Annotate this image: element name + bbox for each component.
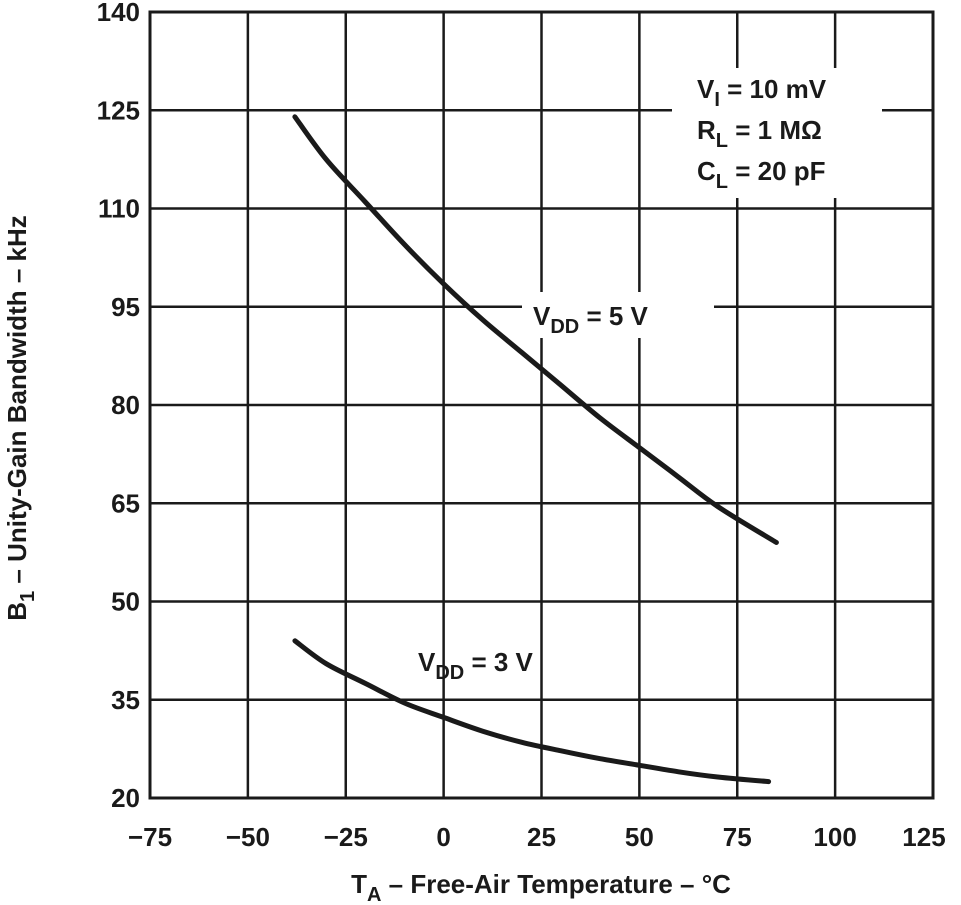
x-tick-label: 75	[723, 822, 752, 852]
x-tick-label: 0	[436, 822, 450, 852]
condition-cl: CL = 20 pF	[697, 156, 826, 193]
condition-rl: RL = 1 MΩ	[697, 115, 822, 152]
x-tick-label: 100	[813, 822, 856, 852]
y-ticks: 20 35 50 65 80 95 110 125 140	[97, 0, 140, 813]
y-tick-label: 35	[111, 685, 140, 715]
conditions-mask	[672, 68, 882, 198]
x-axis-title: TA – Free-Air Temperature – °C	[351, 869, 731, 905]
y-tick-label: 110	[98, 194, 140, 224]
x-tick-label: −75	[128, 822, 172, 852]
plot-frame	[148, 10, 935, 800]
y-tick-label: 140	[97, 0, 140, 27]
y-tick-label: 20	[111, 783, 140, 813]
x-tick-label: 125	[902, 822, 945, 852]
x-tick-label: 50	[625, 822, 654, 852]
y-axis-title: B1 – Unity-Gain Bandwidth – kHz	[2, 215, 39, 621]
series-label-5v: VDD = 5 V	[533, 301, 649, 338]
y-tick-label: 125	[97, 95, 140, 125]
x-tick-label: 25	[527, 822, 556, 852]
y-tick-label: 65	[111, 488, 140, 518]
y-tick-label: 80	[111, 390, 140, 420]
x-tick-label: −50	[226, 822, 270, 852]
x-ticks: −75 −50 −25 0 25 50 75 100 125	[128, 822, 946, 852]
condition-vi: VI = 10 mV	[697, 74, 827, 111]
x-tick-label: −25	[324, 822, 368, 852]
series-label-3v: VDD = 3 V	[418, 647, 534, 684]
series-layer	[292, 114, 779, 785]
y-tick-label: 50	[111, 587, 140, 617]
series-line-vdd-3v	[292, 638, 772, 785]
series-5v-label-mask	[522, 292, 714, 338]
series-line-vdd-5v	[292, 114, 779, 545]
test-conditions: VI = 10 mV RL = 1 MΩ CL = 20 pF	[697, 74, 827, 193]
y-tick-label: 95	[111, 292, 140, 322]
